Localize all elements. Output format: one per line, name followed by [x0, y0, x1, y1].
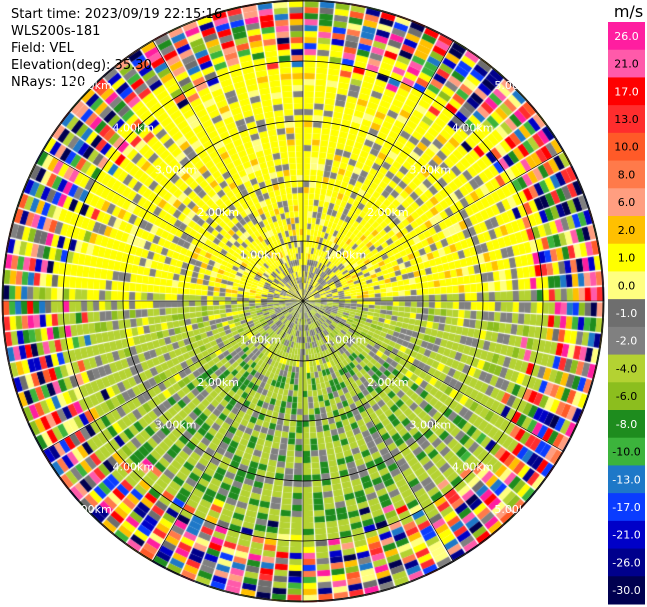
range-ring-label: 2.00km	[197, 376, 239, 389]
colorbar-swatch	[608, 382, 645, 411]
colorbar-tick-label: 8.0	[618, 168, 636, 181]
colorbar-swatch	[608, 576, 645, 605]
azimuth-spoke	[42, 300, 304, 452]
colorbar-tick-label: -1.0	[616, 307, 637, 320]
colorbar-swatch	[608, 271, 645, 300]
range-ring-label: 3.00km	[409, 164, 451, 177]
colorbar-tick-label: -4.0	[616, 362, 637, 375]
range-ring-label: 5.00km	[70, 503, 112, 516]
range-ring-label: 1.00km	[240, 333, 282, 346]
range-ring-label: 2.00km	[367, 206, 409, 219]
colorbar-tick-label: 21.0	[614, 58, 639, 71]
azimuth-spoke	[152, 300, 304, 562]
colorbar-tick-label: -30.0	[612, 584, 640, 597]
colorbar-swatch	[608, 299, 645, 328]
colorbar-swatch	[608, 354, 645, 383]
colorbar-tick-label: 13.0	[614, 113, 639, 126]
colorbar-swatch	[608, 520, 645, 550]
colorbar-swatch	[608, 132, 645, 162]
colorbar-swatch	[608, 160, 645, 189]
colorbar-tick-label: 2.0	[618, 224, 636, 237]
colorbar-swatch	[608, 493, 645, 522]
colorbar-swatch	[608, 243, 645, 272]
colorbar-tick-label: 10.0	[614, 141, 639, 154]
azimuth-spoke	[42, 150, 304, 302]
colorbar-tick-label: -6.0	[616, 390, 637, 403]
azimuth-spoke	[152, 40, 304, 302]
colorbar-swatch	[608, 22, 645, 51]
colorbar-swatch	[608, 77, 645, 106]
range-ring-label: 2.00km	[367, 376, 409, 389]
colorbar-tick-label: -8.0	[616, 418, 637, 431]
colorbar-swatch	[608, 188, 645, 217]
range-ring-label: 4.00km	[452, 461, 494, 474]
range-ring-label: 4.00km	[452, 121, 494, 134]
start-time-text: Start time: 2023/09/19 22:15:16	[11, 7, 223, 22]
colorbar-tick-label: 26.0	[614, 30, 639, 43]
colorbar-swatch	[608, 105, 645, 134]
colorbar-tick-label: -17.0	[612, 501, 640, 514]
range-ring-label: 3.00km	[409, 418, 451, 431]
range-ring-label: 5.00km	[494, 79, 536, 92]
colorbar-tick-label: -2.0	[616, 335, 637, 348]
azimuth-spoke	[302, 300, 454, 562]
colorbar-swatch	[608, 410, 645, 439]
range-ring-label: 1.00km	[240, 249, 282, 262]
colorbar-tick-label: -21.0	[612, 529, 640, 542]
range-ring-label: 5.00km	[494, 503, 536, 516]
colorbar-tick-label: 6.0	[618, 196, 636, 209]
azimuth-spoke	[302, 300, 564, 452]
nrays-text: NRays: 120	[11, 75, 86, 90]
colorbar-swatch	[608, 465, 645, 494]
instrument-text: WLS200s-181	[11, 24, 101, 39]
colorbar-tick-label: -10.0	[612, 446, 640, 459]
range-ring-label: 3.00km	[155, 164, 197, 177]
range-ring-label: 1.00km	[325, 249, 367, 262]
colorbar-swatch	[608, 216, 645, 245]
colorbar-tick-label: -26.0	[612, 556, 640, 569]
scan-metadata: Start time: 2023/09/19 22:15:16 WLS200s-1…	[11, 6, 222, 91]
colorbar-swatch	[608, 49, 645, 78]
range-ring-label: 2.00km	[197, 206, 239, 219]
range-ring-label: 1.00km	[325, 333, 367, 346]
colorbar-tick-label: -13.0	[612, 473, 640, 486]
range-ring-label: 4.00km	[113, 461, 155, 474]
colorbar-tick-label: 1.0	[618, 252, 636, 265]
azimuth-spoke	[302, 40, 454, 302]
colorbar-swatch	[608, 326, 645, 356]
azimuth-spoke	[302, 150, 564, 302]
field-text: Field: VEL	[11, 41, 74, 56]
colorbar-tick-label: 0.0	[618, 279, 636, 292]
elevation-text: Elevation(deg): 35.30	[11, 58, 152, 73]
colorbar-swatch	[608, 437, 645, 466]
range-ring-label: 4.00km	[113, 121, 155, 134]
colorbar-unit: m/s	[614, 2, 643, 21]
colorbar-tick-label: 17.0	[614, 85, 639, 98]
range-ring-label: 5.00km	[70, 79, 112, 92]
range-ring-label: 3.00km	[155, 418, 197, 431]
colorbar-swatch	[608, 548, 645, 577]
